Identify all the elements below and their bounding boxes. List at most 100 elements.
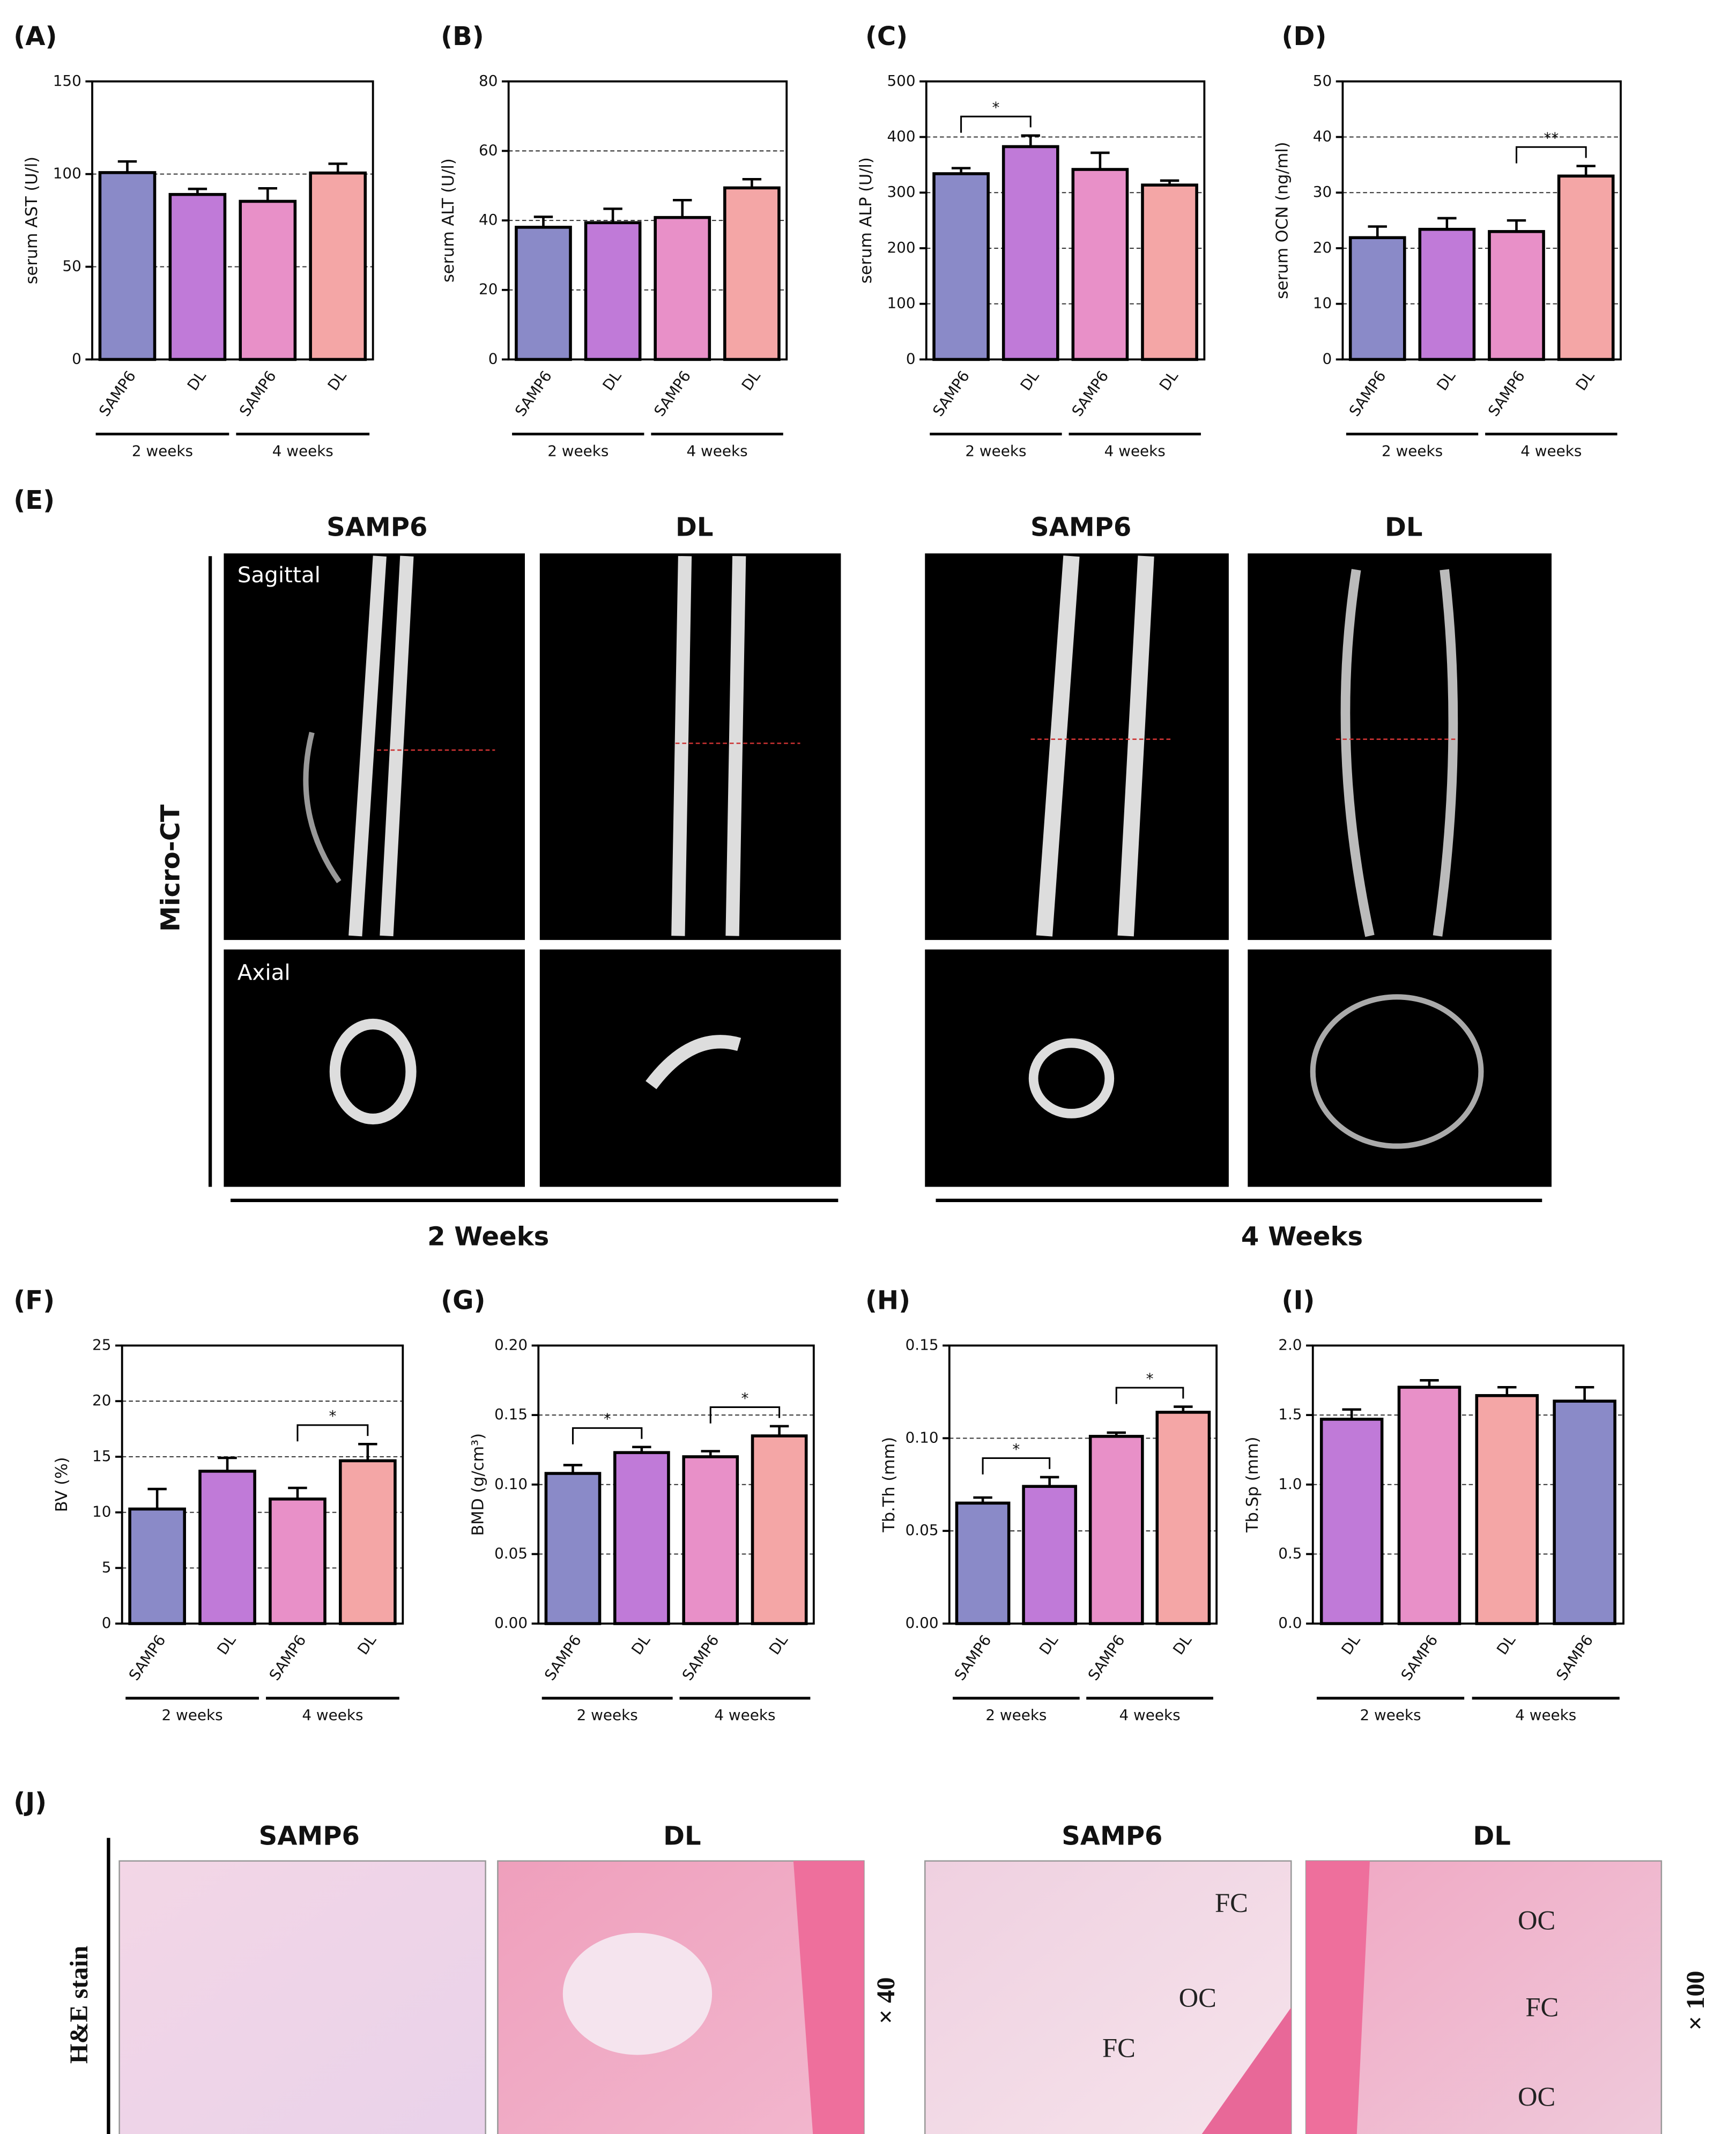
he-image xyxy=(924,1860,1292,2134)
y-tick-label: 20 xyxy=(479,280,498,298)
panel-label: (H) xyxy=(865,1286,910,1316)
bar xyxy=(269,1497,327,1625)
bar xyxy=(128,1507,186,1625)
bar xyxy=(339,1459,397,1625)
bar xyxy=(584,221,642,361)
y-tick-label: 0 xyxy=(488,350,498,367)
y-tick-label: 0.10 xyxy=(906,1428,939,1446)
error-bar xyxy=(258,187,278,202)
bar xyxy=(932,172,990,361)
significance-bracket xyxy=(982,1457,1051,1474)
group-label: 2 weeks xyxy=(132,442,193,460)
column-heading: SAMP6 xyxy=(1030,513,1131,543)
error-bar xyxy=(1174,1405,1193,1412)
significance-bracket xyxy=(1115,1387,1184,1404)
he-image xyxy=(118,1860,486,2134)
error-bar xyxy=(1575,1385,1594,1402)
error-bar xyxy=(1420,1379,1439,1388)
y-tick-label: 25 xyxy=(92,1336,111,1353)
he-image xyxy=(1305,1860,1663,2134)
group-label: 4 weeks xyxy=(687,442,748,460)
bar xyxy=(544,1472,602,1625)
x-tick-label: SAMP6 xyxy=(1346,367,1390,419)
significance-bracket xyxy=(296,1424,369,1442)
y-tick-label: 0.15 xyxy=(494,1405,528,1423)
error-bar xyxy=(1342,1408,1361,1419)
x-tick-label: SAMP6 xyxy=(1553,1632,1597,1684)
group-label: 2 weeks xyxy=(577,1706,638,1724)
x-tick-label: DL xyxy=(1156,367,1182,394)
significance-bracket xyxy=(960,115,1032,133)
x-tick-label: SAMP6 xyxy=(1397,1632,1441,1684)
column-heading: SAMP6 xyxy=(259,1821,360,1851)
plot-frame xyxy=(925,80,1206,361)
group-heading: 2 Weeks xyxy=(427,1222,549,1252)
bar xyxy=(613,1451,670,1625)
bar xyxy=(1475,1394,1539,1625)
group-label: 4 weeks xyxy=(302,1706,363,1724)
significance-label: * xyxy=(604,1410,611,1428)
y-tick-label: 30 xyxy=(1313,183,1332,201)
plot-frame xyxy=(1311,1344,1624,1625)
error-bar xyxy=(1437,217,1457,229)
y-tick-label: 400 xyxy=(887,128,915,145)
panel-label: (E) xyxy=(13,485,55,515)
ct-image xyxy=(224,949,525,1187)
error-bar xyxy=(1021,134,1040,147)
y-tick-label: 50 xyxy=(62,257,81,275)
y-tick-label: 0.05 xyxy=(494,1544,528,1562)
y-axis-label: BMD (g/cm³) xyxy=(469,1433,487,1536)
x-tick-label: SAMP6 xyxy=(236,367,280,419)
x-tick-label: DL xyxy=(1433,367,1459,394)
bar xyxy=(1397,1385,1461,1625)
x-tick-label: SAMP6 xyxy=(951,1632,995,1684)
error-bar xyxy=(1107,1431,1126,1436)
panel-label: (I) xyxy=(1282,1286,1315,1316)
ct-image xyxy=(1248,553,1552,940)
column-heading: DL xyxy=(676,513,714,543)
error-bar xyxy=(973,1496,992,1503)
y-tick-label: 100 xyxy=(887,294,915,312)
error-bar xyxy=(533,216,553,227)
bar xyxy=(515,226,572,361)
y-axis-label: serum OCN (ng/ml) xyxy=(1273,142,1292,299)
y-axis-label: serum AST (U/l) xyxy=(23,157,41,284)
group-label: 2 weeks xyxy=(1360,1706,1421,1724)
micro-ct-images xyxy=(208,553,1552,1202)
x-tick-label: SAMP6 xyxy=(1068,367,1112,419)
bar xyxy=(1319,1418,1384,1625)
significance-label: ** xyxy=(1544,129,1559,147)
error-bar xyxy=(632,1446,651,1453)
error-bar xyxy=(1497,1385,1517,1396)
bar xyxy=(168,192,227,361)
bar xyxy=(1071,168,1129,361)
significance-label: * xyxy=(1012,1440,1020,1458)
y-tick-label: 20 xyxy=(1313,239,1332,256)
x-tick-label: SAMP6 xyxy=(929,367,973,419)
group-label: 4 weeks xyxy=(272,442,333,460)
panel-label: (J) xyxy=(13,1788,47,1818)
y-tick-label: 0.00 xyxy=(494,1614,528,1632)
error-bar xyxy=(218,1456,237,1471)
x-tick-label: DL xyxy=(1017,367,1042,394)
column-heading: SAMP6 xyxy=(1062,1821,1162,1851)
tissue-label: OC xyxy=(1518,2082,1555,2112)
error-bar xyxy=(1090,151,1110,170)
bar xyxy=(1088,1435,1144,1625)
x-tick-label: DL xyxy=(1493,1632,1519,1658)
group-label: 2 weeks xyxy=(965,442,1026,460)
x-tick-label: DL xyxy=(184,367,210,394)
plot-frame xyxy=(121,1344,404,1625)
column-heading: DL xyxy=(663,1821,701,1851)
significance-label: * xyxy=(741,1389,748,1407)
panel-label: (C) xyxy=(865,21,908,51)
y-tick-label: 0.10 xyxy=(494,1475,528,1493)
he-detail xyxy=(1306,1861,1370,2134)
group-label: 4 weeks xyxy=(1119,1706,1180,1724)
group-heading: 4 Weeks xyxy=(1241,1222,1363,1252)
x-tick-label: DL xyxy=(738,367,764,394)
ct-image xyxy=(539,949,841,1187)
error-bar xyxy=(358,1442,377,1461)
bar xyxy=(1488,230,1545,361)
